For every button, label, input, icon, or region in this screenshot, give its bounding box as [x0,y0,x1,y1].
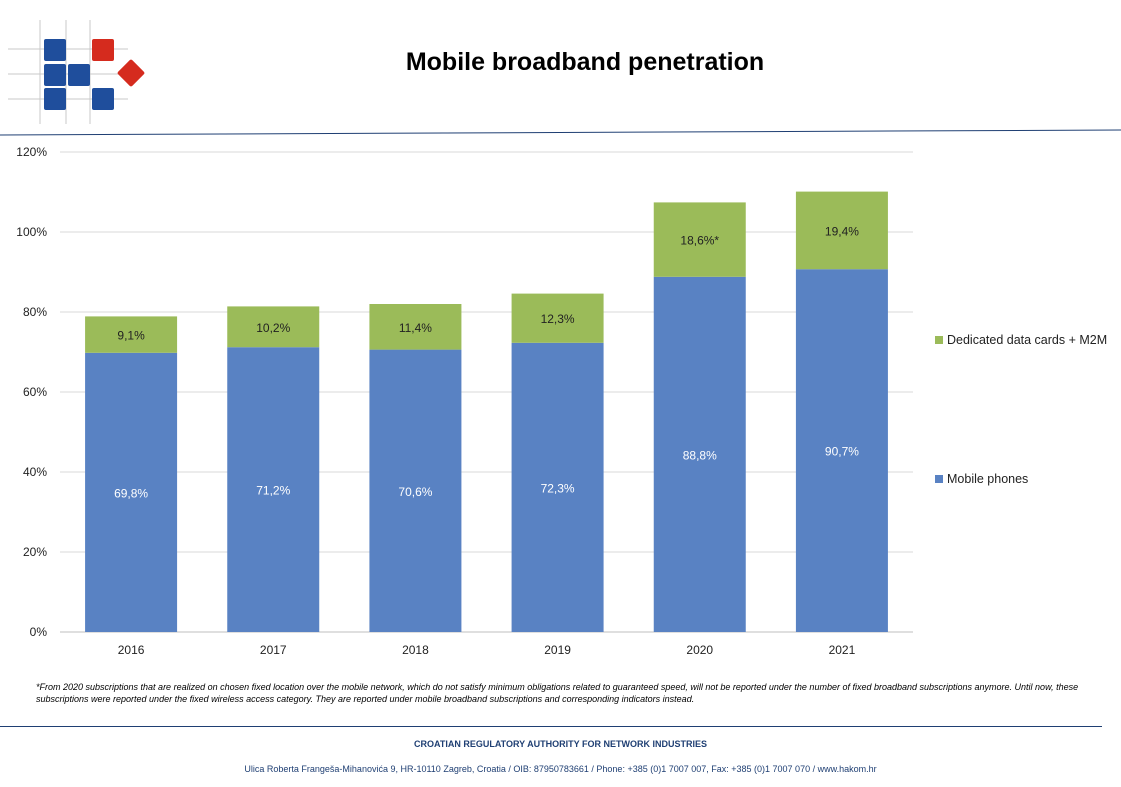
x-tick-label: 2021 [829,643,856,657]
bar-data-label: 72,3% [541,481,575,495]
y-tick-label: 60% [23,385,47,399]
y-tick-label: 80% [23,305,47,319]
header-divider [0,129,1121,136]
bar-data-label: 88,8% [683,448,717,462]
page-title: Mobile broadband penetration [405,48,765,76]
y-tick-label: 20% [23,545,47,559]
bar-segment-mobile-phones [511,342,604,632]
bar-data-label: 10,2% [256,321,290,335]
bar-data-label: 19,4% [825,224,859,238]
y-tick-label: 0% [30,625,48,639]
bar-segment-data-cards [227,306,320,348]
bar-data-label: 71,2% [256,484,290,498]
bar-segment-mobile-phones [369,349,462,632]
footnote: *From 2020 subscriptions that are realiz… [36,682,1079,704]
bar-data-label: 18,6%* [680,234,719,248]
bar-segment-mobile-phones [795,269,888,632]
bar-data-label: 70,6% [398,485,432,499]
bar-data-label: 11,4% [399,321,432,335]
bars [85,191,888,632]
bar-segment-data-cards [653,202,746,277]
legend-item-mobile-phones: Mobile phones [935,472,1028,486]
y-tick-label: 100% [16,225,47,239]
footer-divider [0,726,1102,727]
footer-organization: CROATIAN REGULATORY AUTHORITY FOR NETWOR… [413,739,707,749]
bar-data-label: 69,8% [114,486,148,500]
x-tick-label: 2019 [544,643,571,657]
bar-segment-data-cards [511,293,604,343]
footer-address: Ulica Roberta Frangeša-Mihanovića 9, HR-… [244,764,877,774]
legend-swatch-data-cards [935,336,943,344]
x-tick-label: 2020 [686,643,713,657]
legend-label-data-cards: Dedicated data cards + M2M [947,333,1108,347]
legend-label-mobile-phones: Mobile phones [947,472,1029,486]
stacked-bar-chart: 0% 20% 40% 60% 80% 100% 120% 69,8% 9,1% 71,2% 10,… [16,145,913,657]
x-tick-label: 2017 [260,643,287,657]
bar-segment-mobile-phones [227,347,320,632]
bar-data-label: 12,3% [541,312,575,326]
bar-data-label: 90,7% [825,445,859,459]
x-tick-label: 2016 [118,643,145,657]
bar-segment-mobile-phones [653,276,746,632]
y-tick-label: 40% [23,465,47,479]
bar-segment-data-cards [85,316,178,353]
bar-segment-data-cards [369,304,462,350]
bar-segment-mobile-phones [85,352,178,632]
legend-swatch-mobile-phones [935,475,943,483]
gridlines [60,151,913,633]
legend-item-data-cards: Dedicated data cards + M2M [935,333,1107,347]
bar-data-labels: 69,8% 9,1% 71,2% 10,2% 70,6% 11,4% 72,3% 12,3% 8… [114,224,859,500]
y-tick-label: 120% [16,145,47,159]
y-axis-tick-labels: 0% 20% 40% 60% 80% 100% 120% [16,145,47,639]
bar-data-label: 9,1% [117,329,145,343]
x-tick-label: 2018 [402,643,429,657]
bar-segment-data-cards [795,191,888,270]
hakom-logo [8,20,145,124]
x-axis-tick-labels: 2016 2017 2018 2019 2020 2021 [118,643,856,657]
